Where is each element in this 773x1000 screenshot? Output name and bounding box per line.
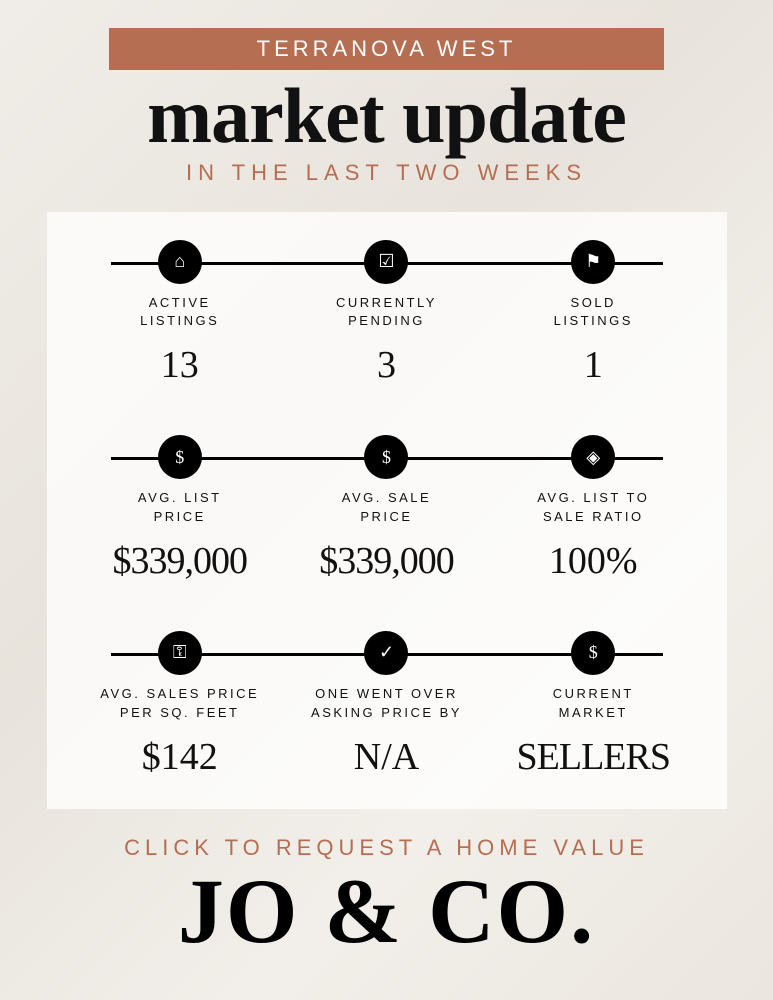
stat-value: 3 (377, 343, 396, 387)
stat-cell: ⚿ AVG. SALES PRICE PER SQ. FEET $142 (77, 631, 283, 779)
stats-row: ⚿ AVG. SALES PRICE PER SQ. FEET $142 ✓ O… (67, 631, 707, 779)
cta-link[interactable]: CLICK TO REQUEST A HOME VALUE (124, 835, 649, 861)
chart-icon: $ (571, 631, 615, 675)
stat-label: AVG. SALES PRICE PER SQ. FEET (100, 685, 259, 723)
tag-icon: ◈ (571, 435, 615, 479)
stat-value: $339,000 (112, 539, 247, 583)
stat-label: ACTIVE LISTINGS (140, 294, 219, 332)
stat-cell: $ CURRENT MARKET SELLERS (490, 631, 696, 779)
stat-value: $142 (142, 735, 218, 779)
stat-label: ONE WENT OVER ASKING PRICE BY (311, 685, 462, 723)
stat-label: CURRENT MARKET (553, 685, 634, 723)
stat-label: AVG. SALE PRICE (342, 489, 431, 527)
stat-cell: $ AVG. SALE PRICE $339,000 (283, 435, 489, 583)
page-subtitle: IN THE LAST TWO WEEKS (186, 160, 587, 186)
check-icon: ☑ (364, 240, 408, 284)
stat-cell: ◈ AVG. LIST TO SALE RATIO 100% (490, 435, 696, 583)
stat-label: AVG. LIST PRICE (138, 489, 222, 527)
stat-cell: $ AVG. LIST PRICE $339,000 (77, 435, 283, 583)
stat-value: $339,000 (319, 539, 454, 583)
stat-value: N/A (354, 735, 419, 779)
circle-check-icon: ✓ (364, 631, 408, 675)
stats-row: ⌂ ACTIVE LISTINGS 13 ☑ CURRENTLY PENDING… (67, 240, 707, 388)
stat-value: SELLERS (517, 735, 670, 779)
stat-value: 100% (549, 539, 638, 583)
stat-label: SOLD LISTINGS (554, 294, 633, 332)
stat-cell: ☑ CURRENTLY PENDING 3 (283, 240, 489, 388)
stat-label: AVG. LIST TO SALE RATIO (537, 489, 649, 527)
stat-value: 13 (161, 343, 199, 387)
sold-icon: ⚑ (571, 240, 615, 284)
dollar-icon: $ (158, 435, 202, 479)
brand-logo: JO & CO. (178, 865, 595, 957)
location-banner: TERRANOVA WEST (109, 28, 664, 70)
stats-row: $ AVG. LIST PRICE $339,000 $ AVG. SALE P… (67, 435, 707, 583)
stat-cell: ⌂ ACTIVE LISTINGS 13 (77, 240, 283, 388)
page-title: market update (147, 76, 626, 156)
key-icon: ⚿ (158, 631, 202, 675)
stat-cell: ✓ ONE WENT OVER ASKING PRICE BY N/A (283, 631, 489, 779)
stat-label: CURRENTLY PENDING (336, 294, 437, 332)
stats-panel: ⌂ ACTIVE LISTINGS 13 ☑ CURRENTLY PENDING… (47, 212, 727, 809)
moneybag-icon: $ (364, 435, 408, 479)
home-icon: ⌂ (158, 240, 202, 284)
stat-value: 1 (584, 343, 603, 387)
stat-cell: ⚑ SOLD LISTINGS 1 (490, 240, 696, 388)
